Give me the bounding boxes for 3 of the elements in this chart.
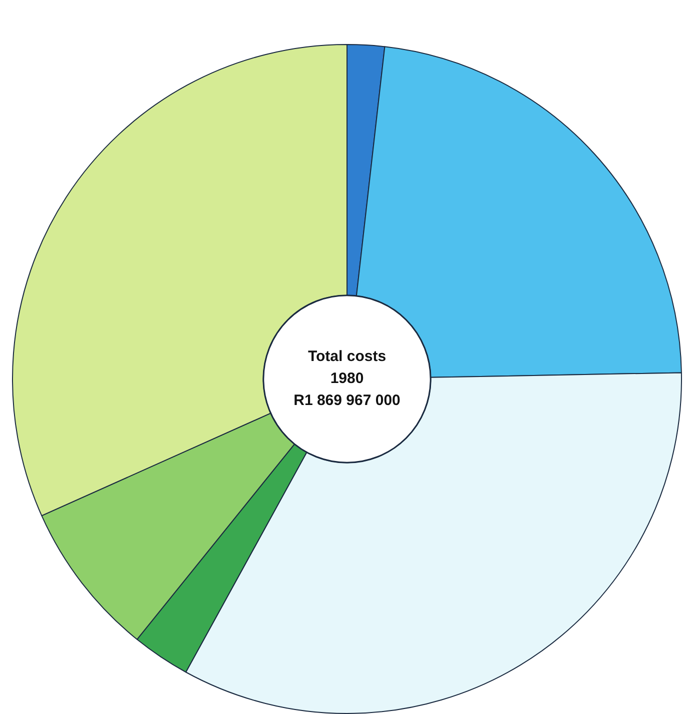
- text: R1 869 967 000: [294, 392, 400, 410]
- text: 1980: [330, 370, 364, 388]
- text: Total costs: [308, 348, 386, 366]
